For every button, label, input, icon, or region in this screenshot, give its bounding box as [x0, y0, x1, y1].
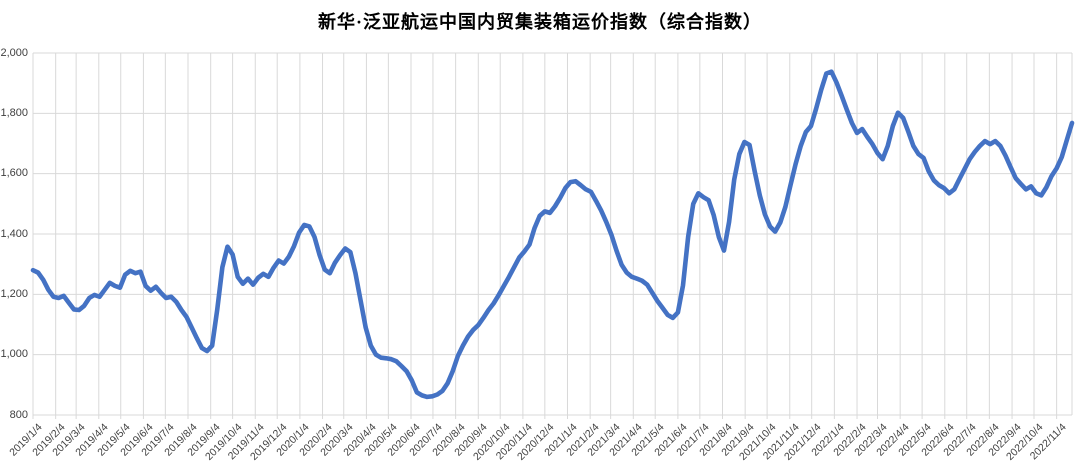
- y-tick-label: 1,800: [0, 106, 28, 119]
- y-tick-label: 1,400: [0, 227, 28, 240]
- y-tick-label: 1,000: [0, 348, 28, 361]
- y-tick-label: 800: [9, 408, 28, 421]
- series-line: [30, 69, 1075, 400]
- chart-title: 新华·泛亚航运中国内贸集装箱运价指数（综合指数）: [317, 12, 762, 32]
- y-tick-label: 1,200: [0, 287, 28, 300]
- series-layer: [30, 69, 1075, 400]
- gridlines: [32, 52, 1073, 419]
- y-tick-label: 2,000: [0, 46, 28, 59]
- y-tick-label: 1,600: [0, 167, 28, 180]
